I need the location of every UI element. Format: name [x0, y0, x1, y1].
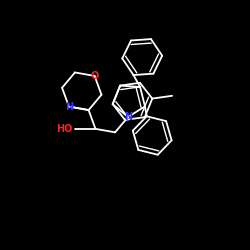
- Text: HO: HO: [56, 124, 72, 134]
- Text: N: N: [65, 102, 73, 112]
- Text: O: O: [90, 71, 99, 81]
- Text: N: N: [124, 112, 132, 122]
